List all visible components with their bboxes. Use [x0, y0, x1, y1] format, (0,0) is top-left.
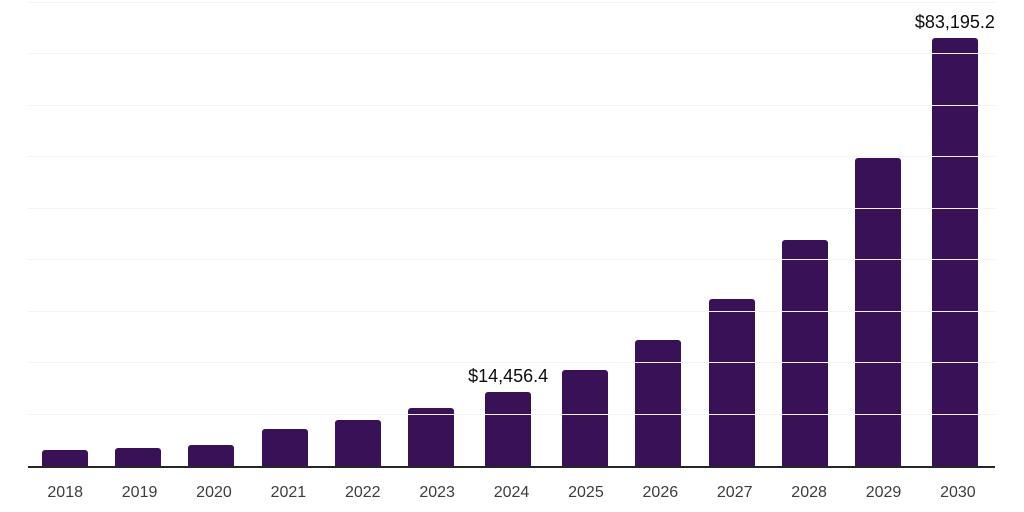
bar-2020[interactable] — [188, 444, 235, 466]
bar-2021[interactable] — [261, 429, 308, 466]
gridline-60000 — [28, 156, 995, 158]
x-tick-label-2022: 2022 — [344, 484, 381, 501]
gridline-90000 — [28, 1, 995, 3]
x-tick-label-2018: 2018 — [47, 484, 83, 501]
bar-2029[interactable] — [855, 158, 902, 466]
bar-2023[interactable] — [408, 407, 455, 466]
bar-group-2024: $14,456.4 — [468, 0, 548, 466]
bar-group-2019 — [101, 0, 174, 466]
x-tick-label-2029: 2029 — [865, 484, 902, 501]
x-tick-label-2027: 2027 — [716, 484, 753, 501]
x-tick-label-2020: 2020 — [196, 484, 232, 501]
x-tick-label-2021: 2021 — [270, 484, 307, 501]
x-tick-label-2025: 2025 — [568, 484, 604, 501]
gridline-50000 — [28, 207, 995, 209]
bar-2030[interactable] — [931, 37, 978, 466]
bar-2024[interactable] — [485, 391, 532, 466]
gridline-40000 — [28, 259, 995, 261]
bar-group-2018 — [28, 0, 101, 466]
bar-2022[interactable] — [335, 419, 382, 466]
x-tick-label-2023: 2023 — [419, 484, 455, 501]
gridline-30000 — [28, 310, 995, 312]
bar-group-2028 — [768, 0, 841, 466]
bar-value-label-2030: $83,195.2 — [914, 11, 995, 32]
x-axis: 2018 2019 2020 2021 2022 2023 2024 2025 2026 2027… — [28, 470, 995, 502]
bar-2026[interactable] — [635, 340, 682, 466]
bar-2018[interactable] — [41, 450, 88, 466]
gridline-70000 — [28, 104, 995, 106]
x-tick-label-2026: 2026 — [642, 484, 679, 501]
bars-row: $14,456.4 $83,195.2 — [28, 0, 995, 466]
bar-group-2025 — [548, 0, 621, 466]
x-tick-label-2019: 2019 — [121, 484, 158, 501]
bar-group-2022 — [321, 0, 394, 466]
gridline-80000 — [28, 53, 995, 55]
bar-value-label-2024: $14,456.4 — [468, 365, 549, 386]
bar-2027[interactable] — [708, 298, 755, 466]
bar-group-2029 — [842, 0, 915, 466]
bar-group-2027 — [695, 0, 768, 466]
x-tick-label-2024: 2024 — [493, 484, 530, 501]
bar-group-2023 — [395, 0, 468, 466]
x-tick-label-2030: 2030 — [940, 484, 976, 501]
x-tick-label-2028: 2028 — [791, 484, 827, 501]
bar-group-2026 — [621, 0, 694, 466]
gridline-20000 — [28, 362, 995, 364]
gridline-10000 — [28, 413, 995, 415]
bar-group-2030: $83,195.2 — [915, 0, 995, 466]
bar-2025[interactable] — [561, 370, 608, 466]
bar-2019[interactable] — [115, 447, 162, 466]
plot-area: $14,456.4 $83,195.2 — [28, 0, 995, 468]
bar-group-2021 — [248, 0, 321, 466]
bar-group-2020 — [175, 0, 248, 466]
bar-2028[interactable] — [781, 239, 828, 466]
